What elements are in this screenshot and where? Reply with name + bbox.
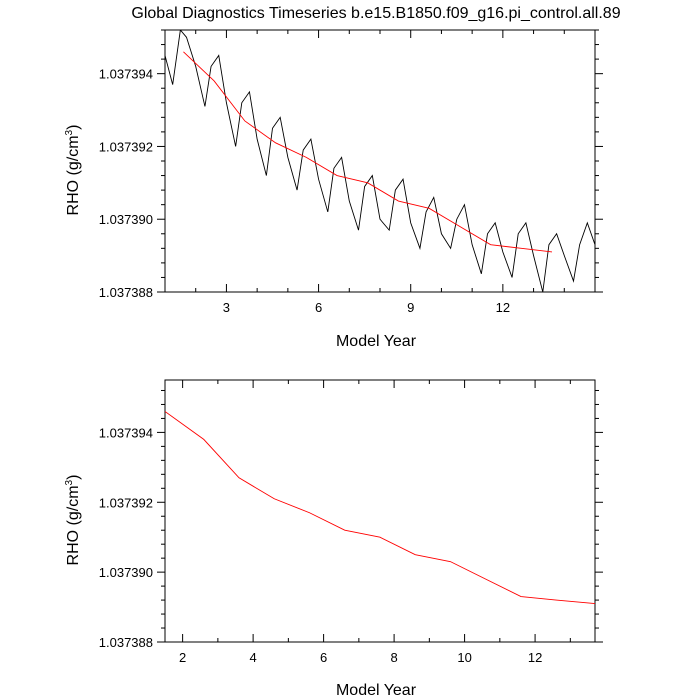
- top-ylabel: RHO (g/cm3): [64, 125, 82, 216]
- bottom-ticks: 2 4 6 8 10 12 1.037388 1.037390 1.037392 1.037394: [99, 380, 603, 665]
- top-ytick-label: 1.037392: [99, 139, 153, 154]
- bottom-xtick-label: 10: [457, 650, 471, 665]
- top-series-annual: [183, 51, 553, 253]
- top-plot-frame: [164, 29, 596, 293]
- top-series: [165, 30, 595, 292]
- top-series-monthly: [165, 30, 595, 292]
- bottom-ytick-label: 1.037394: [99, 425, 153, 440]
- top-xtick-label: 6: [315, 300, 322, 315]
- bottom-xlabel: Model Year: [336, 682, 417, 699]
- bottom-xtick-label: 12: [528, 650, 542, 665]
- bottom-ytick-label: 1.037390: [99, 565, 153, 580]
- top-ylabel-sup: 3: [64, 129, 75, 135]
- bottom-ytick-label: 1.037388: [99, 635, 153, 650]
- top-ytick-label: 1.037388: [99, 285, 153, 300]
- top-ticks: 3 6 9 12 1.037388 1.037390 1.037392 1.037394: [99, 29, 603, 315]
- bottom-ylabel-sup: 3: [64, 479, 75, 485]
- bottom-series: [165, 411, 595, 605]
- bottom-xtick-label: 6: [320, 650, 327, 665]
- bottom-plot-frame: [164, 379, 596, 643]
- bottom-xtick-label: 2: [179, 650, 186, 665]
- bottom-series-annual: [165, 411, 595, 605]
- top-ytick-label: 1.037390: [99, 212, 153, 227]
- bottom-xtick-label: 8: [390, 650, 397, 665]
- top-xtick-label: 9: [407, 300, 414, 315]
- bottom-panel: 2 4 6 8 10 12 1.037388 1.037390 1.037392 1.037394…: [64, 379, 603, 699]
- top-ylabel-main: RHO (g/cm: [65, 135, 82, 215]
- top-ylabel-close: ): [65, 125, 82, 130]
- top-panel: 3 6 9 12 1.037388 1.037390 1.037392 1.037394 Mo…: [64, 29, 603, 350]
- bottom-ylabel-main: RHO (g/cm: [65, 485, 82, 565]
- top-xtick-label: 12: [496, 300, 510, 315]
- chart-title: Global Diagnostics Timeseries b.e15.B185…: [131, 5, 620, 22]
- top-ytick-label: 1.037394: [99, 67, 153, 82]
- bottom-ylabel-close: ): [65, 475, 82, 480]
- bottom-xtick-label: 4: [249, 650, 256, 665]
- bottom-ytick-label: 1.037392: [99, 495, 153, 510]
- bottom-ylabel: RHO (g/cm3): [64, 475, 82, 566]
- top-xtick-label: 3: [223, 300, 230, 315]
- top-xlabel: Model Year: [336, 333, 417, 350]
